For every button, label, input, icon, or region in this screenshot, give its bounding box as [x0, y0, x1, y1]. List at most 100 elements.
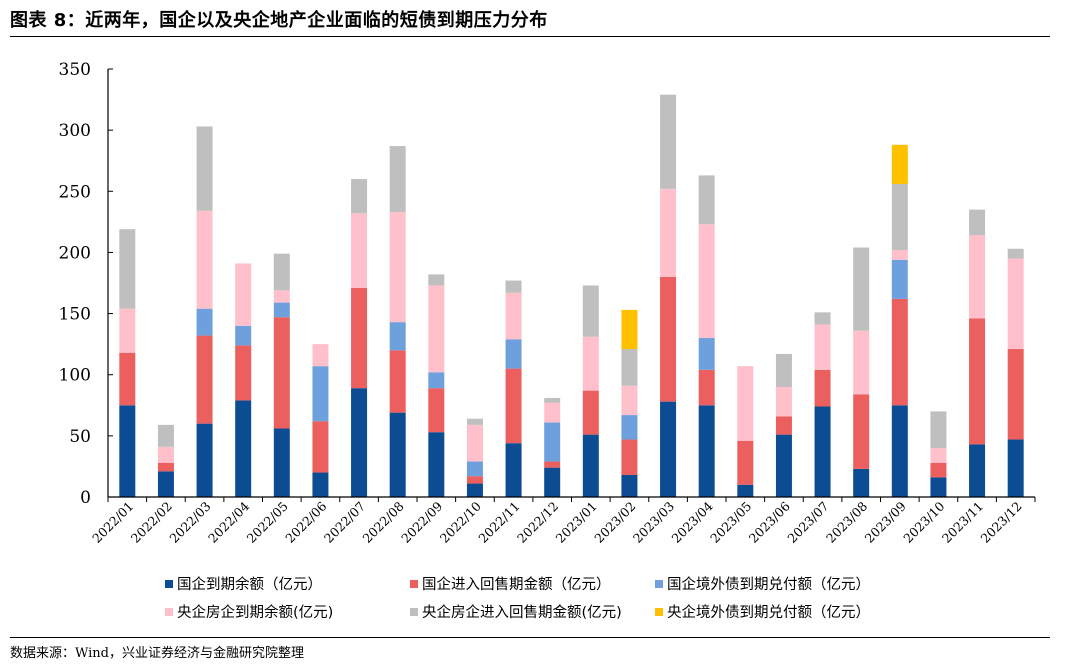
bar-segment-s1-14 — [660, 276, 677, 402]
legend-label: 国企境外债到期兑付额（亿元） — [667, 577, 870, 593]
bar-segment-s0-15 — [698, 405, 715, 497]
bar-segment-s0-2 — [196, 423, 213, 497]
x-tick-label: 2022/05 — [244, 499, 291, 546]
legend-label: 国企进入回售期金额（亿元） — [422, 577, 611, 593]
bar-segment-s1-17 — [775, 416, 792, 435]
bar-segment-s4-1 — [157, 424, 174, 447]
bar-segment-s4-14 — [660, 94, 677, 189]
bar-segment-s5-20 — [891, 144, 908, 184]
bar-segment-s0-22 — [969, 444, 986, 497]
x-tick-label: 2022/01 — [89, 499, 136, 546]
bar-segment-s0-10 — [505, 443, 522, 497]
bar-segment-s0-16 — [737, 484, 754, 497]
source-note: 数据来源：Wind，兴业证券经济与金融研究院整理 — [10, 646, 304, 661]
x-tick-label: 2022/08 — [359, 498, 406, 545]
bar-segment-s1-12 — [582, 390, 599, 435]
y-tick-label: 50 — [69, 427, 91, 447]
bar-segment-s4-10 — [505, 280, 522, 293]
x-tick-label: 2023/11 — [939, 499, 986, 546]
bar-segment-s3-7 — [389, 212, 406, 323]
bar-segment-s3-23 — [1007, 258, 1024, 350]
bar-segment-s1-4 — [273, 317, 290, 429]
bar-segment-s3-22 — [969, 235, 986, 319]
bar-segment-s4-17 — [775, 353, 792, 387]
bar-segment-s0-19 — [853, 468, 870, 497]
bar-segment-s0-9 — [466, 483, 483, 497]
y-tick-label: 0 — [80, 488, 91, 508]
legend-item: 央企房企进入回售期金额(亿元) — [410, 601, 622, 622]
legend-swatch — [655, 579, 663, 588]
bar-segment-s2-3 — [235, 325, 252, 346]
legend-item: 央企境外债到期兑付额（亿元） — [655, 601, 870, 622]
bar-segment-s4-21 — [930, 411, 947, 449]
y-tick-label: 100 — [59, 366, 91, 386]
x-tick-label: 2023/02 — [591, 499, 638, 546]
bar-segment-s4-6 — [351, 179, 368, 214]
figure-title: 图表 8：近两年，国企以及央企地产企业面临的短债到期压力分布 — [10, 10, 548, 31]
legend-swatch — [410, 607, 418, 616]
bar-segment-s0-11 — [544, 467, 561, 497]
bar-segment-s3-16 — [737, 366, 754, 441]
bars-layer — [119, 94, 1024, 497]
x-tick-label: 2023/09 — [862, 498, 909, 545]
y-tick-label: 250 — [59, 182, 91, 202]
bar-segment-s4-7 — [389, 146, 406, 213]
bar-segment-s1-3 — [235, 345, 252, 401]
bar-segment-s2-9 — [466, 461, 483, 477]
legend-label: 央企境外债到期兑付额（亿元） — [667, 605, 870, 621]
bar-segment-s2-8 — [428, 372, 445, 389]
legend-swatch — [165, 579, 173, 588]
bar-segment-s3-2 — [196, 210, 213, 309]
legend-swatch — [410, 579, 418, 588]
bar-segment-s4-18 — [814, 312, 831, 325]
bar-segment-s4-22 — [969, 209, 986, 236]
footer-divider — [10, 637, 1050, 638]
bar-segment-s0-7 — [389, 412, 406, 497]
bar-segment-s2-15 — [698, 338, 715, 370]
bar-segment-s2-5 — [312, 366, 329, 422]
bar-segment-s3-3 — [235, 263, 252, 326]
x-tick-label: 2022/11 — [475, 499, 522, 546]
bar-segment-s1-20 — [891, 298, 908, 406]
bar-segment-s0-4 — [273, 428, 290, 497]
bar-segment-s1-10 — [505, 368, 522, 444]
x-tick-label: 2023/06 — [746, 498, 793, 545]
bar-segment-s1-13 — [621, 439, 638, 475]
x-tick-label: 2023/08 — [823, 498, 870, 545]
bar-segment-s4-19 — [853, 247, 870, 331]
bar-segment-s3-5 — [312, 344, 329, 367]
bar-segment-s3-14 — [660, 188, 677, 277]
title-divider — [10, 36, 1050, 37]
x-tick-label: 2022/09 — [398, 498, 445, 545]
legend-item: 央企房企到期余额(亿元) — [165, 601, 333, 622]
bar-segment-s1-19 — [853, 394, 870, 469]
bar-segment-s0-0 — [119, 405, 136, 497]
x-tick-label: 2023/05 — [707, 499, 754, 546]
bar-segment-s1-16 — [737, 440, 754, 485]
bar-segment-s3-20 — [891, 249, 908, 260]
legend-label: 央企房企进入回售期金额(亿元) — [422, 605, 622, 621]
bar-segment-s3-21 — [930, 448, 947, 463]
stacked-bar-chart: 0501001502002503003502022/012022/022022/… — [59, 60, 1036, 546]
x-tick-label: 2022/10 — [437, 498, 484, 545]
y-tick-label: 200 — [59, 243, 91, 263]
bar-segment-s0-23 — [1007, 439, 1024, 497]
y-tick-label: 300 — [59, 121, 91, 141]
bar-segment-s4-23 — [1007, 248, 1024, 259]
bar-segment-s3-13 — [621, 385, 638, 416]
bar-segment-s3-19 — [853, 330, 870, 395]
bar-segment-s0-3 — [235, 400, 252, 497]
x-tick-label: 2023/04 — [668, 498, 715, 545]
x-tick-label: 2023/01 — [553, 499, 600, 546]
bar-segment-s3-6 — [351, 213, 368, 288]
bar-segment-s1-8 — [428, 388, 445, 433]
x-tick-label: 2023/07 — [784, 498, 831, 545]
x-tick-label: 2022/03 — [166, 498, 213, 545]
y-tick-label: 150 — [59, 305, 91, 325]
bar-segment-s2-2 — [196, 308, 213, 336]
bar-segment-s4-9 — [466, 418, 483, 425]
bar-segment-s4-13 — [621, 349, 638, 386]
bar-segment-s1-22 — [969, 318, 986, 445]
y-tick-label: 350 — [59, 60, 91, 80]
bar-segment-s0-20 — [891, 405, 908, 497]
